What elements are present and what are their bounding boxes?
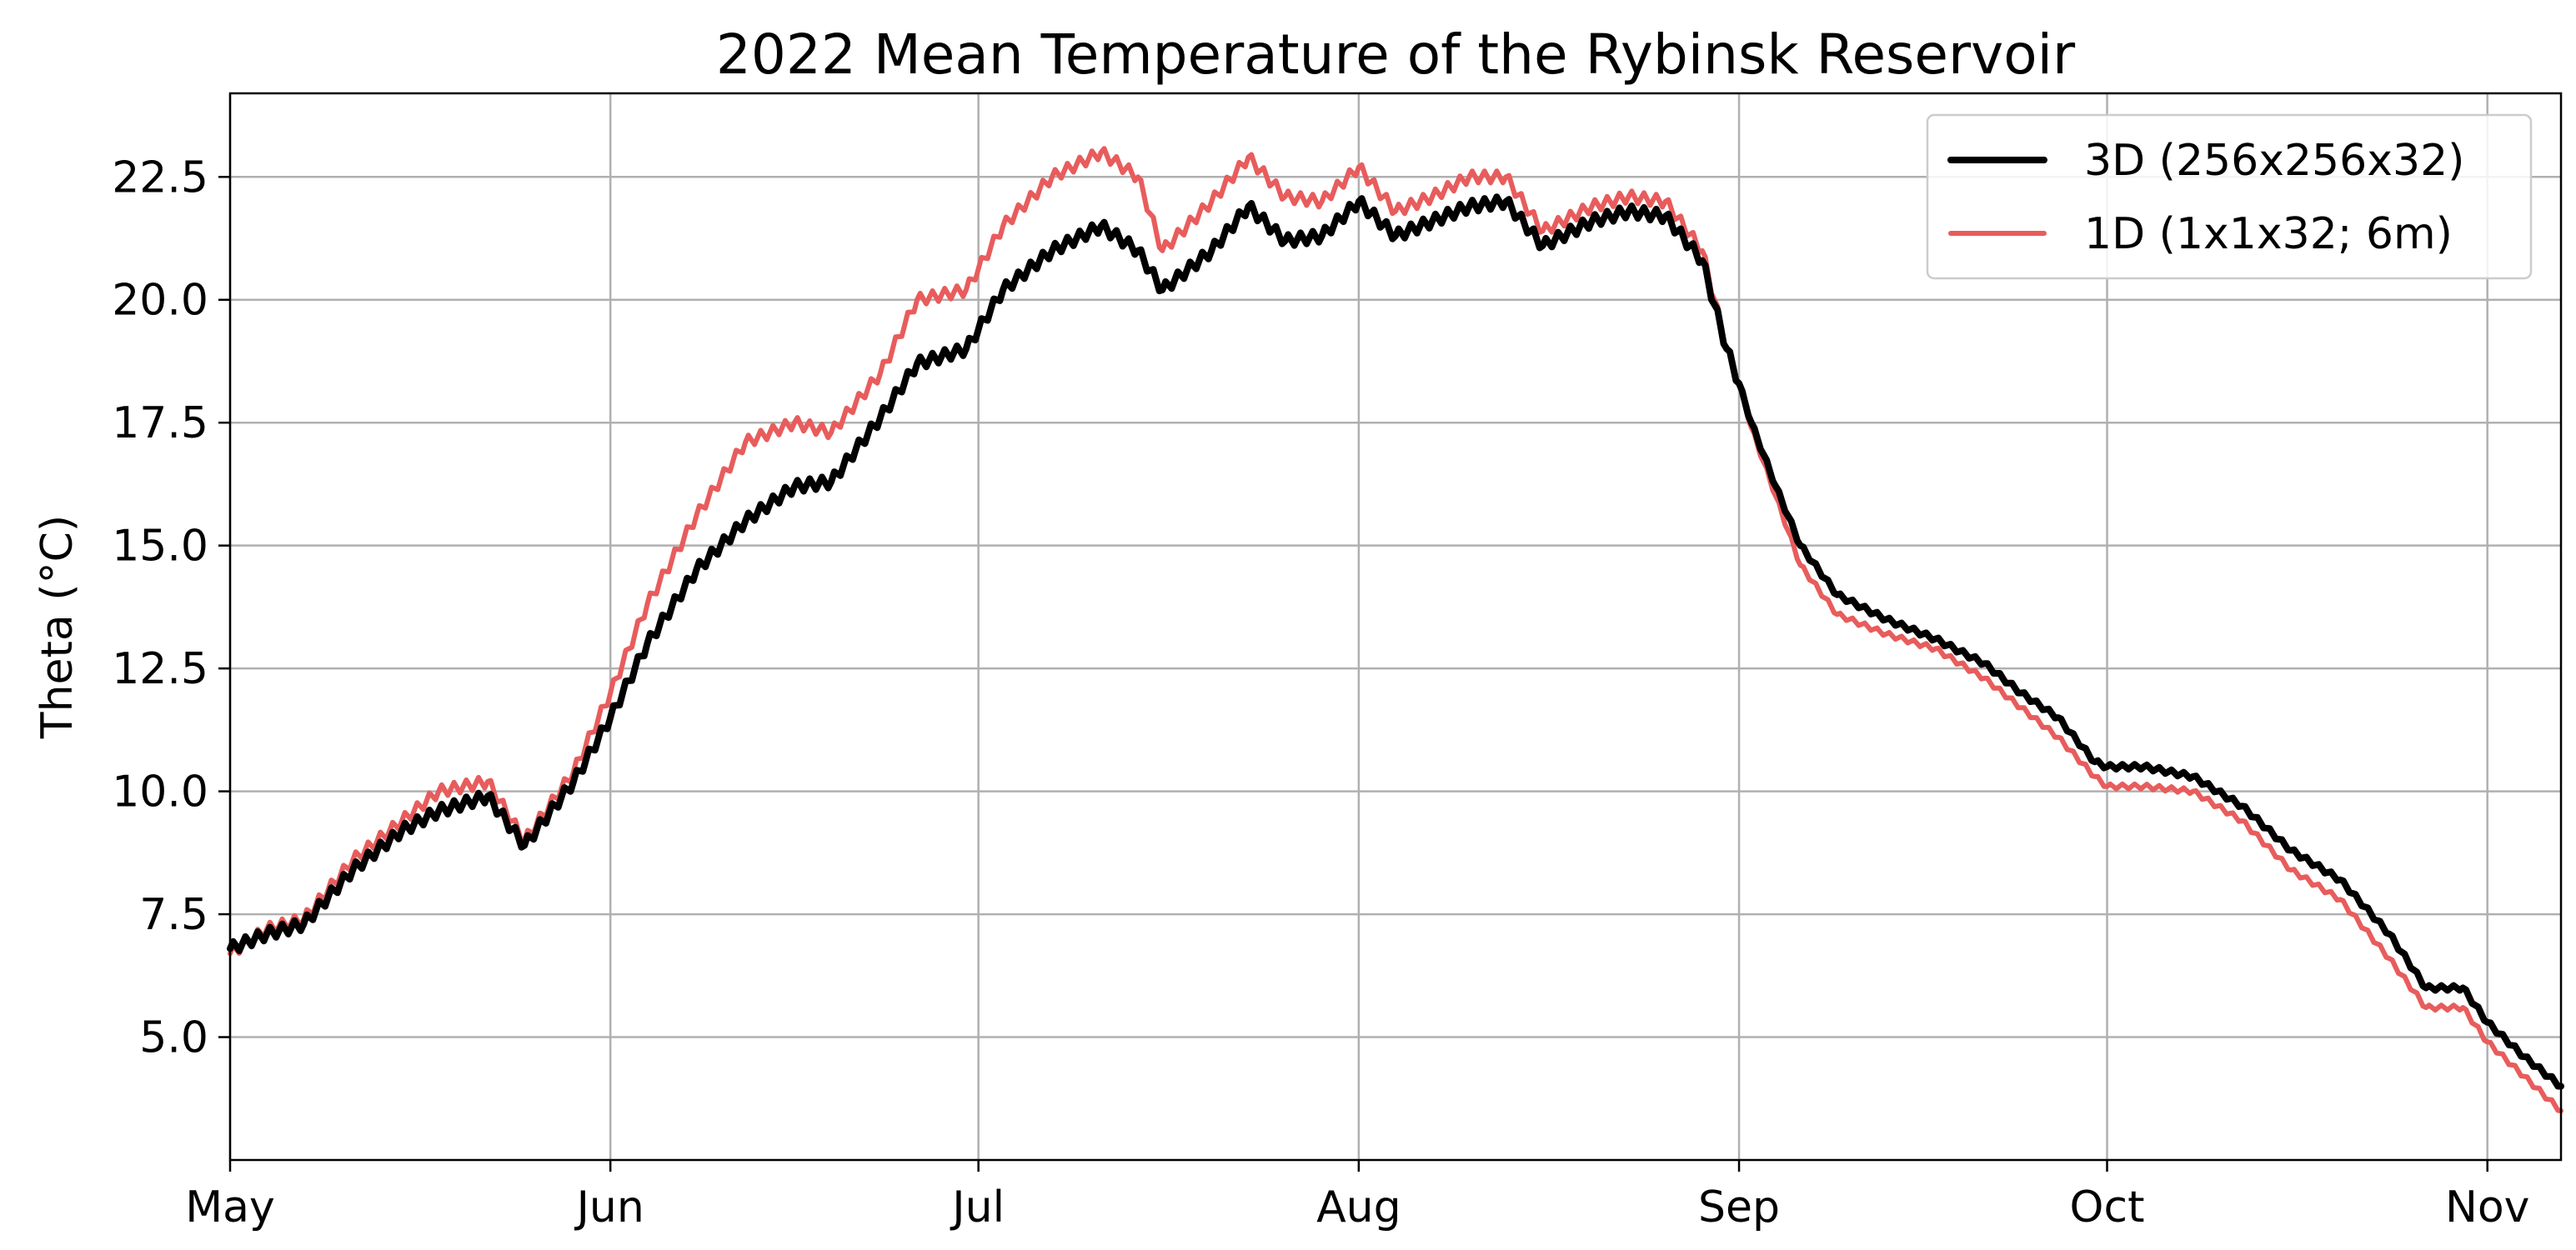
plot-frame <box>228 92 2563 1162</box>
y-tick-label: 10.0 <box>112 768 208 818</box>
y-tick-label: 17.5 <box>112 398 208 448</box>
y-tick-label: 12.5 <box>112 644 208 694</box>
x-tick-label: Jul <box>950 1182 1005 1232</box>
y-tick-label: 22.5 <box>112 152 208 202</box>
x-tick-label: May <box>185 1182 275 1232</box>
legend-box <box>1926 113 2533 280</box>
y-axis-label: Theta (°C) <box>33 515 83 739</box>
series-layer <box>227 146 2564 1113</box>
series-line-1d <box>228 146 2563 1113</box>
x-tick-label: Oct <box>2070 1182 2145 1232</box>
x-tick-label: Aug <box>1316 1182 1401 1232</box>
series-line-3d <box>227 193 2564 1090</box>
legend-label-1d: 1D (1x1x32; 6m) <box>2084 209 2453 259</box>
legend-label-3d: 3D (256x256x32) <box>2084 136 2464 186</box>
x-tick-label: Nov <box>2445 1182 2530 1232</box>
x-tick-label: Jun <box>574 1182 644 1232</box>
y-tick-label: 20.0 <box>112 276 208 326</box>
ticks: May Jun Jul Aug Sep Oct Nov 5.0 7.5 10.0 12.5 15.0 1… <box>112 152 2529 1232</box>
legend: 3D (256x256x32) 1D (1x1x32; 6m) <box>1926 113 2533 280</box>
y-tick-label: 7.5 <box>139 890 208 940</box>
chart-title: 2022 Mean Temperature of the Rybinsk Res… <box>716 22 2076 87</box>
y-tick-label: 15.0 <box>112 522 208 572</box>
x-tick-label: Sep <box>1698 1182 1780 1232</box>
y-tick-label: 5.0 <box>139 1013 208 1063</box>
